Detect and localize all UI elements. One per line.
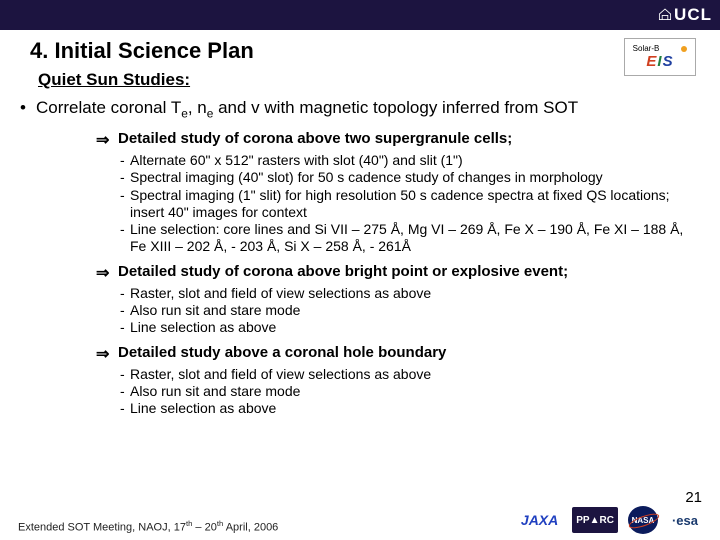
eis-top: Solar-B	[633, 44, 660, 53]
jaxa-logo: JAXA	[517, 506, 562, 534]
list-item-text: Raster, slot and field of view selection…	[130, 366, 700, 383]
main-bullet-text: Correlate coronal Te, ne and v with magn…	[36, 98, 578, 120]
section-heading: ⇒Detailed study of corona above two supe…	[96, 130, 700, 150]
dash-icon: -	[120, 366, 130, 383]
list-item: -Also run sit and stare mode	[120, 302, 700, 319]
list-item: -Line selection: core lines and Si VII –…	[120, 221, 700, 255]
dash-icon: -	[120, 285, 130, 302]
dash-icon: -	[120, 152, 130, 169]
ucl-text: UCL	[674, 5, 712, 24]
list-item-text: Line selection: core lines and Si VII – …	[130, 221, 700, 255]
list-item-text: Line selection as above	[130, 319, 700, 336]
list-item: -Line selection as above	[120, 400, 700, 417]
section-heading: ⇒Detailed study of corona above bright p…	[96, 263, 700, 283]
dash-icon: -	[120, 400, 130, 417]
arrow-icon: ⇒	[96, 130, 118, 150]
section-heading-text: Detailed study of corona above bright po…	[118, 263, 568, 283]
dash-icon: -	[120, 302, 130, 319]
section-heading-text: Detailed study above a coronal hole boun…	[118, 344, 446, 364]
list-item-text: Also run sit and stare mode	[130, 302, 700, 319]
arrow-icon: ⇒	[96, 344, 118, 364]
list-item-text: Raster, slot and field of view selection…	[130, 285, 700, 302]
section-heading: ⇒Detailed study above a coronal hole bou…	[96, 344, 700, 364]
section-block: ⇒Detailed study above a coronal hole bou…	[0, 344, 720, 425]
logo-row: JAXA PP▲RC NASA ·esa	[517, 506, 702, 534]
page-title: 4. Initial Science Plan	[0, 30, 720, 68]
bullet-dot: •	[20, 98, 36, 120]
list-item-text: Line selection as above	[130, 400, 700, 417]
section-block: ⇒Detailed study of corona above bright p…	[0, 263, 720, 344]
dash-list: -Raster, slot and field of view selectio…	[96, 366, 700, 417]
section-heading-text: Detailed study of corona above two super…	[118, 130, 512, 150]
list-item-text: Alternate 60" x 512" rasters with slot (…	[130, 152, 700, 169]
dash-icon: -	[120, 187, 130, 221]
dash-icon: -	[120, 169, 130, 186]
list-item: -Spectral imaging (1" slit) for high res…	[120, 187, 700, 221]
dash-icon: -	[120, 383, 130, 400]
dash-list: -Alternate 60" x 512" rasters with slot …	[96, 152, 700, 254]
section-block: ⇒Detailed study of corona above two supe…	[0, 130, 720, 262]
header-bar: UCL	[0, 0, 720, 30]
arrow-icon: ⇒	[96, 263, 118, 283]
pparc-logo: PP▲RC	[572, 507, 618, 533]
main-bullet: • Correlate coronal Te, ne and v with ma…	[0, 98, 720, 130]
dash-icon: -	[120, 319, 130, 336]
footer: Extended SOT Meeting, NAOJ, 17th – 20th …	[0, 506, 720, 534]
nasa-logo: NASA	[628, 506, 658, 534]
list-item: -Also run sit and stare mode	[120, 383, 700, 400]
list-item: -Alternate 60" x 512" rasters with slot …	[120, 152, 700, 169]
page-number: 21	[685, 489, 702, 506]
esa-logo: ·esa	[668, 506, 702, 534]
footer-text: Extended SOT Meeting, NAOJ, 17th – 20th …	[18, 519, 278, 534]
list-item: -Raster, slot and field of view selectio…	[120, 366, 700, 383]
list-item-text: Spectral imaging (40" slot) for 50 s cad…	[130, 169, 700, 186]
eis-badge: Solar-B EIS	[624, 38, 696, 76]
dash-icon: -	[120, 221, 130, 255]
ucl-logo: UCL	[658, 5, 712, 25]
list-item-text: Spectral imaging (1" slit) for high reso…	[130, 187, 700, 221]
eis-text: EIS	[646, 53, 673, 70]
list-item: -Spectral imaging (40" slot) for 50 s ca…	[120, 169, 700, 186]
dash-list: -Raster, slot and field of view selectio…	[96, 285, 700, 336]
list-item: -Line selection as above	[120, 319, 700, 336]
subtitle: Quiet Sun Studies:	[0, 68, 720, 98]
list-item: -Raster, slot and field of view selectio…	[120, 285, 700, 302]
list-item-text: Also run sit and stare mode	[130, 383, 700, 400]
